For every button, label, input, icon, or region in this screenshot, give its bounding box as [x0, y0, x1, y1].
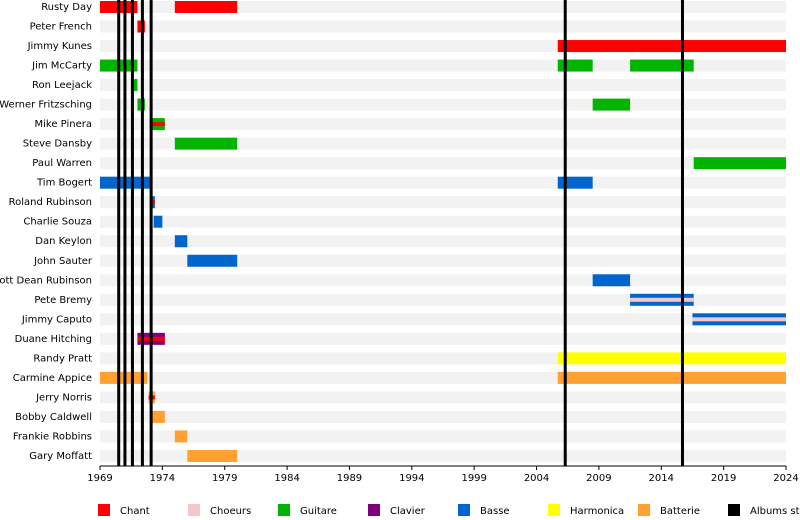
row-label: Elliott Dean Rubinson [0, 275, 92, 286]
row-band [100, 293, 786, 306]
row-label: Frankie Robbins [13, 431, 92, 442]
row-band [100, 410, 786, 423]
x-tick-label: 1979 [212, 473, 237, 484]
row-label: Jerry Norris [35, 392, 92, 403]
row-band [100, 332, 786, 345]
legend-swatch [188, 504, 200, 516]
row-band [100, 20, 786, 33]
row-label: John Sauter [33, 256, 93, 267]
row-band [100, 235, 786, 248]
role-bar [187, 254, 238, 267]
role-bar [557, 352, 786, 365]
legend-swatch [368, 504, 380, 516]
legend-label: Clavier [390, 506, 426, 517]
role-bar [174, 235, 188, 248]
role-bar [592, 98, 631, 111]
row-label: Ron Leejack [32, 80, 92, 91]
x-tick-label: 2004 [524, 473, 549, 484]
row-label: Roland Rubinson [9, 197, 92, 208]
x-tick-label: 2014 [649, 473, 674, 484]
row-label: Bobby Caldwell [15, 412, 92, 423]
x-tick-label: 1974 [150, 473, 175, 484]
role-bar [692, 317, 786, 322]
row-label: Randy Pratt [33, 353, 92, 364]
role-bar [557, 59, 593, 72]
x-tick-label: 2024 [773, 473, 798, 484]
legend-swatch [278, 504, 290, 516]
legend-label: Harmonica [570, 506, 624, 517]
role-bar [152, 410, 165, 423]
legend-label: Chant [120, 506, 150, 517]
role-bar [174, 137, 238, 150]
x-tick-label: 2019 [711, 473, 736, 484]
role-bar [557, 176, 593, 189]
legend-swatch [458, 504, 470, 516]
legend-label: Batterie [660, 506, 700, 517]
row-label: Duane Hitching [15, 334, 92, 345]
legend-swatch [638, 504, 650, 516]
row-label: Paul Warren [32, 158, 92, 169]
role-bar [153, 215, 163, 228]
legend-label: Guitare [300, 506, 337, 517]
x-tick-label: 1989 [337, 473, 362, 484]
role-bar [174, 1, 238, 13]
legend-swatch [98, 504, 110, 516]
x-tick-label: 1999 [461, 473, 486, 484]
role-bar [693, 157, 786, 170]
legend-label: Albums studio [750, 506, 800, 517]
row-band [100, 1, 786, 13]
role-bar [187, 449, 238, 462]
role-bar [174, 430, 188, 443]
x-tick-label: 1969 [87, 473, 112, 484]
role-bar [132, 79, 138, 92]
row-label: Dan Keylon [35, 236, 92, 247]
row-band [100, 430, 786, 443]
role-bar [630, 297, 694, 302]
row-label: Mike Pinera [35, 119, 93, 130]
role-bar [557, 371, 786, 384]
row-band [100, 137, 786, 150]
role-bar [557, 40, 786, 53]
row-label: Pete Bremy [34, 295, 92, 306]
role-bar [592, 274, 631, 287]
row-label: Werner Fritzsching [0, 100, 92, 111]
row-label: Tim Bogert [36, 178, 92, 189]
legend-swatch [548, 504, 560, 516]
legend-label: Basse [480, 506, 510, 517]
x-tick-label: 1984 [274, 473, 299, 484]
row-label: Jim McCarty [31, 61, 92, 72]
role-bar [630, 59, 694, 72]
row-label: Jimmy Caputo [21, 314, 92, 325]
row-band [100, 157, 786, 170]
row-label: Steve Dansby [23, 139, 92, 150]
legend-swatch [728, 504, 740, 516]
row-band [100, 118, 786, 131]
row-label: Carmine Appice [13, 373, 92, 384]
row-label: Peter French [30, 22, 92, 33]
row-label: Charlie Souza [23, 217, 92, 228]
x-tick-label: 2009 [586, 473, 611, 484]
row-label: Gary Moffatt [29, 451, 92, 462]
x-tick-label: 1994 [399, 473, 424, 484]
row-band [100, 59, 786, 72]
row-band [100, 215, 786, 228]
row-band [100, 449, 786, 462]
row-label: Jimmy Kunes [27, 41, 92, 52]
row-band [100, 79, 786, 92]
row-band [100, 313, 786, 326]
row-label: Rusty Day [41, 2, 92, 13]
legend-label: Choeurs [210, 506, 251, 517]
row-band [100, 196, 786, 209]
row-band [100, 254, 786, 267]
role-bar [149, 122, 165, 127]
row-band [100, 176, 786, 189]
row-band [100, 391, 786, 404]
